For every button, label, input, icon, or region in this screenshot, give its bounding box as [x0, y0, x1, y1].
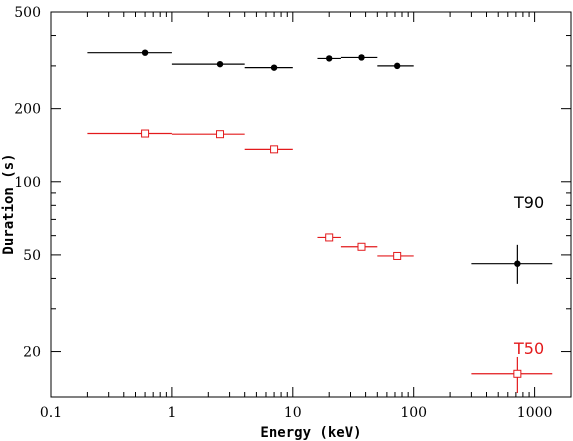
x-tick-labels: 0.1 1 10 100 1000 — [40, 405, 553, 421]
t50-point — [270, 145, 279, 154]
x-tick-label: 10 — [284, 405, 302, 421]
t50-point — [141, 129, 150, 138]
t50-point — [393, 251, 402, 260]
t90-point — [325, 55, 333, 62]
y-tick-labels: 20 50 100 200 500 — [14, 5, 41, 361]
t90-point — [141, 49, 149, 56]
y-tick-label: 20 — [23, 345, 41, 361]
x-axis-label: Energy (keV) — [260, 425, 361, 441]
t50-point — [513, 369, 522, 378]
axis-ticks — [50, 11, 572, 397]
t90-label: T90 — [513, 193, 544, 212]
t50-point — [216, 130, 225, 139]
t90-point — [393, 62, 401, 70]
plot-frame — [50, 11, 572, 398]
y-tick-label: 100 — [14, 175, 41, 191]
x-tick-label: 1 — [167, 405, 176, 421]
x-tick-label: 100 — [400, 405, 427, 421]
series-annotations: T90 T50 — [513, 193, 544, 358]
x-tick-label: 1000 — [517, 405, 553, 421]
x-tick-label: 0.1 — [40, 405, 62, 421]
t90-point — [270, 64, 278, 71]
y-tick-label: 50 — [23, 248, 41, 264]
y-tick-label: 200 — [14, 102, 41, 118]
t50-point — [325, 233, 334, 242]
t90-point — [514, 260, 521, 267]
t50-point — [357, 242, 366, 251]
t50-label: T50 — [513, 339, 544, 358]
y-tick-label: 500 — [14, 5, 41, 21]
t90-point — [358, 54, 365, 61]
t90-point — [216, 60, 224, 68]
data-marks — [87, 49, 553, 394]
y-axis-label: Duration (s) — [1, 153, 17, 254]
